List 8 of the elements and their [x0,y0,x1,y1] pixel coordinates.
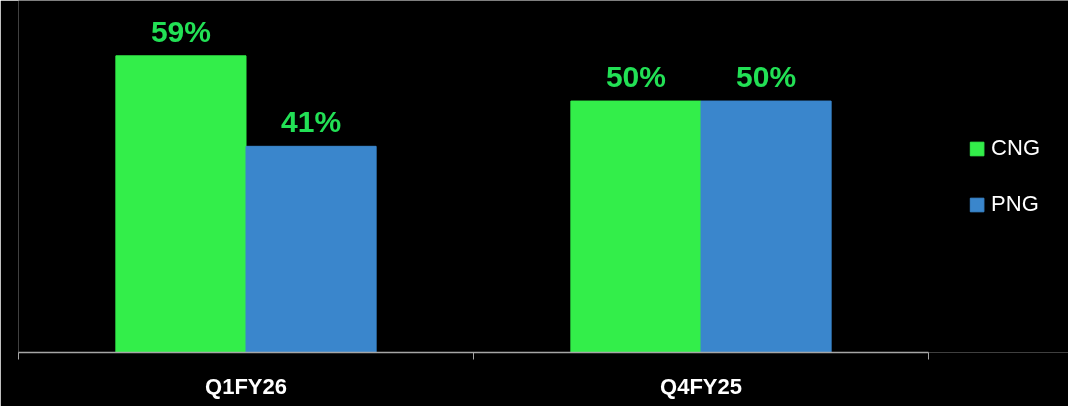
legend-label: PNG [991,191,1039,217]
data-label: 59% [150,14,211,48]
data-label: 50% [736,60,797,94]
x-tick-label: Q1FY26 [205,373,287,399]
legend-label: CNG [991,135,1040,161]
x-tick-label: Q4FY25 [660,373,742,399]
data-label: 50% [605,60,666,94]
data-label: 41% [281,105,342,139]
